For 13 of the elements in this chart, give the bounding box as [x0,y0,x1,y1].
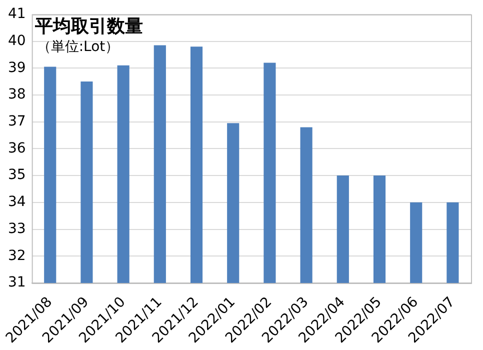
y-tick-label: 34 [8,194,26,210]
y-tick-label: 35 [8,167,26,184]
y-tick-label: 41 [8,6,26,22]
y-tick-label: 31 [8,274,26,291]
y-tick-label: 33 [8,220,26,237]
y-tick-label: 36 [8,140,26,156]
y-tick-label: 39 [8,60,26,76]
y-tick-label: 32 [8,248,26,264]
y-tick-label: 40 [8,32,26,49]
chart-title: 平均取引数量 [34,16,143,38]
y-tick-label: 37 [8,113,26,130]
text: （単位:Lot） [36,39,120,56]
y-tick-label: 38 [8,86,26,103]
